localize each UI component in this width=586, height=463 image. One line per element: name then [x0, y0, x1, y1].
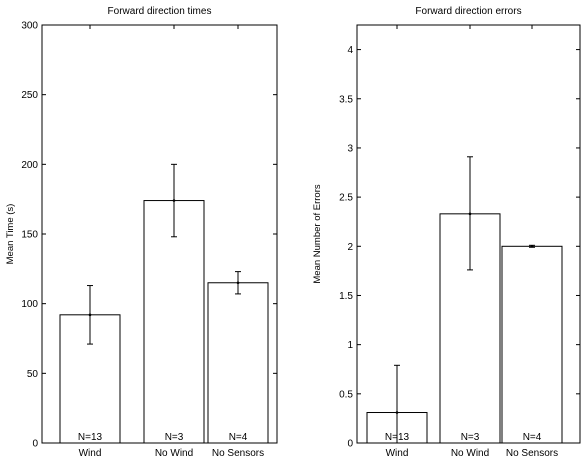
y-tick-label: 3 — [347, 143, 353, 154]
mean-marker — [172, 199, 176, 202]
x-tick-label: Wind — [386, 448, 409, 459]
y-tick-label: 1.5 — [339, 291, 353, 302]
y-tick-label: 50 — [27, 369, 39, 380]
y-tick-label: 0 — [347, 439, 353, 450]
chart-title: Forward direction times — [108, 6, 212, 17]
sample-size-label: N=3 — [461, 432, 480, 443]
bar-series: N=13 N=3 N=4 — [59, 163, 269, 444]
mean-marker — [468, 212, 472, 216]
x-tick-label: No Wind — [155, 448, 193, 459]
bar-series: N=13 N=3 N=4 — [366, 156, 563, 444]
sample-size-label: N=13 — [78, 432, 103, 443]
x-tick-label: No Wind — [451, 448, 489, 459]
chart-forward-direction-times: Forward direction times Mean Time (s) 0 5… — [5, 6, 278, 459]
x-tick-label: Wind — [79, 448, 102, 459]
y-tick-label: 300 — [21, 21, 38, 32]
sample-size-label: N=13 — [385, 432, 410, 443]
x-tick-label: No Sensors — [212, 448, 264, 459]
y-tick-label: 0.5 — [339, 389, 353, 400]
chart-title: Forward direction errors — [415, 6, 521, 17]
y-axis-label: Mean Time (s) — [5, 204, 16, 265]
y-tick-label: 3.5 — [339, 94, 353, 105]
mean-marker — [236, 281, 240, 285]
y-tick-label: 0 — [32, 439, 38, 450]
y-tick-label: 250 — [21, 90, 38, 101]
y-tick-label: 2.5 — [339, 193, 353, 204]
mean-marker — [395, 411, 399, 414]
bar — [143, 200, 205, 444]
x-tick-label: No Sensors — [506, 448, 558, 459]
y-tick-label: 2 — [347, 242, 353, 253]
sample-size-label: N=3 — [165, 432, 184, 443]
chart-forward-direction-errors: Forward direction errors Mean Number of … — [312, 6, 581, 459]
y-axis-label: Mean Number of Errors — [312, 184, 323, 284]
mean-marker — [88, 313, 92, 317]
bar — [59, 314, 121, 444]
y-tick-label: 1 — [347, 340, 353, 351]
y-tick-label: 4 — [347, 45, 353, 56]
y-tick-label: 150 — [21, 230, 38, 241]
mean-marker — [530, 244, 534, 248]
y-tick-label: 200 — [21, 160, 38, 171]
bar — [501, 245, 563, 444]
y-axis: 0 50 100 150 200 250 300 — [21, 21, 277, 450]
y-tick-label: 100 — [21, 299, 38, 310]
sample-size-label: N=4 — [229, 432, 248, 443]
bar — [207, 282, 269, 444]
sample-size-label: N=4 — [523, 432, 542, 443]
y-axis: 0 0.5 1 1.5 2 2.5 3 3.5 4 — [339, 45, 580, 450]
